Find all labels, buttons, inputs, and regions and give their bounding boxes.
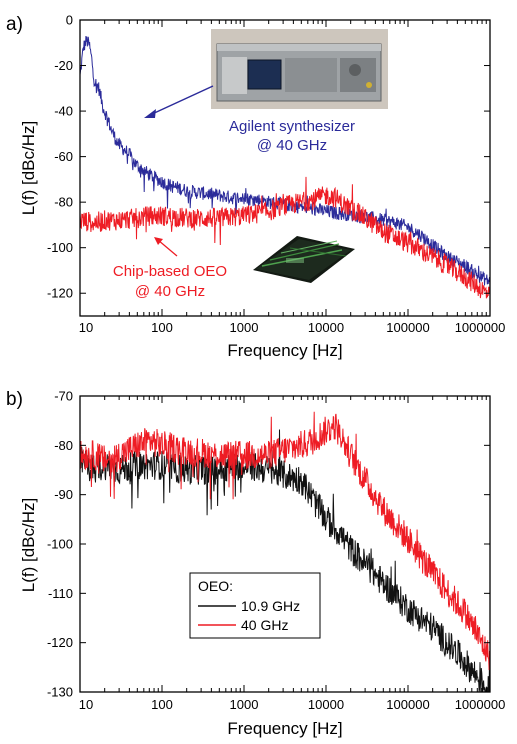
synthesizer-photo — [211, 29, 388, 109]
panel-a-series — [80, 35, 490, 299]
series-10-9-ghz-line — [80, 429, 490, 692]
panel-a-x-tick-labels: 10 100 1000 10000 100000 1000000 — [79, 320, 506, 335]
y-tick-label: -120 — [47, 635, 73, 650]
agilent-label-line2: @ 40 GHz — [257, 137, 327, 154]
legend-entry-40-ghz: 40 GHz — [241, 617, 288, 633]
chip-oeo-label-line1: Chip-based OEO — [113, 263, 227, 280]
x-tick-label: 10000 — [308, 320, 344, 335]
y-tick-label: -60 — [54, 149, 73, 164]
panel-a-label: a) — [6, 14, 23, 35]
agilent-arrow-head-icon — [144, 109, 156, 118]
y-tick-label: -120 — [47, 286, 73, 301]
panel-a-x-axis-label: Frequency [Hz] — [227, 341, 342, 360]
x-tick-label: 1000000 — [455, 320, 506, 335]
y-tick-label: -110 — [48, 586, 73, 601]
chip-oeo-arrow-line — [157, 239, 178, 257]
panel-a-ticks — [79, 19, 491, 316]
agilent-arrow-line — [149, 85, 214, 116]
panel-b-y-tick-labels: -70 -80 -90 -100 -110 -120 -130 — [47, 389, 73, 700]
y-tick-label: -40 — [54, 104, 73, 119]
x-tick-label: 100000 — [386, 697, 429, 712]
panel-b: b) -70 -80 -90 -100 -110 -120 -130 10 10… — [6, 389, 505, 739]
x-tick-label: 1000 — [230, 320, 259, 335]
legend-title: OEO: — [198, 578, 233, 594]
y-tick-label: -70 — [54, 389, 73, 404]
y-tick-label: -90 — [54, 487, 73, 502]
y-tick-label: -20 — [54, 58, 73, 73]
panel-a-y-tick-labels: 0 -20 -40 -60 -80 -100 -120 — [47, 13, 73, 301]
agilent-label-line1: Agilent synthesizer — [229, 118, 355, 135]
x-tick-label: 1000000 — [455, 697, 506, 712]
legend-entry-10-9-ghz: 10.9 GHz — [241, 598, 300, 614]
x-tick-label: 10000 — [308, 697, 344, 712]
x-tick-label: 100 — [151, 697, 173, 712]
y-tick-label: -100 — [47, 240, 73, 255]
panel-b-x-axis-label: Frequency [Hz] — [227, 719, 342, 738]
panel-b-ticks — [79, 395, 491, 693]
x-tick-label: 100000 — [386, 320, 429, 335]
x-tick-label: 1000 — [230, 697, 259, 712]
panel-a: a) 0 -20 -40 -60 -80 -100 -120 10 100 10… — [6, 13, 505, 361]
panel-a-plot-frame — [79, 19, 491, 317]
x-tick-label: 100 — [151, 320, 173, 335]
y-tick-label: -80 — [54, 438, 73, 453]
panel-b-y-axis-label: L(f) [dBc/Hz] — [19, 498, 38, 592]
panel-a-y-axis-label: L(f) [dBc/Hz] — [19, 121, 38, 215]
chip-oeo-label-line2: @ 40 GHz — [135, 283, 205, 300]
y-tick-label: 0 — [66, 13, 73, 28]
y-tick-label: -80 — [54, 195, 73, 210]
panel-b-label: b) — [6, 389, 23, 410]
y-tick-label: -130 — [47, 685, 73, 700]
series-chip-oeo-line — [80, 176, 490, 299]
legend: OEO: 10.9 GHz 40 GHz — [189, 572, 321, 639]
series-40-ghz-line — [80, 411, 490, 671]
y-tick-label: -100 — [47, 537, 73, 552]
x-tick-label: 10 — [79, 320, 93, 335]
x-tick-label: 10 — [79, 697, 93, 712]
panel-b-series — [80, 411, 490, 692]
chip-oeo-arrow-head-icon — [154, 237, 163, 245]
chip-photo — [253, 236, 355, 283]
panel-b-x-tick-labels: 10 100 1000 10000 100000 1000000 — [79, 697, 506, 712]
